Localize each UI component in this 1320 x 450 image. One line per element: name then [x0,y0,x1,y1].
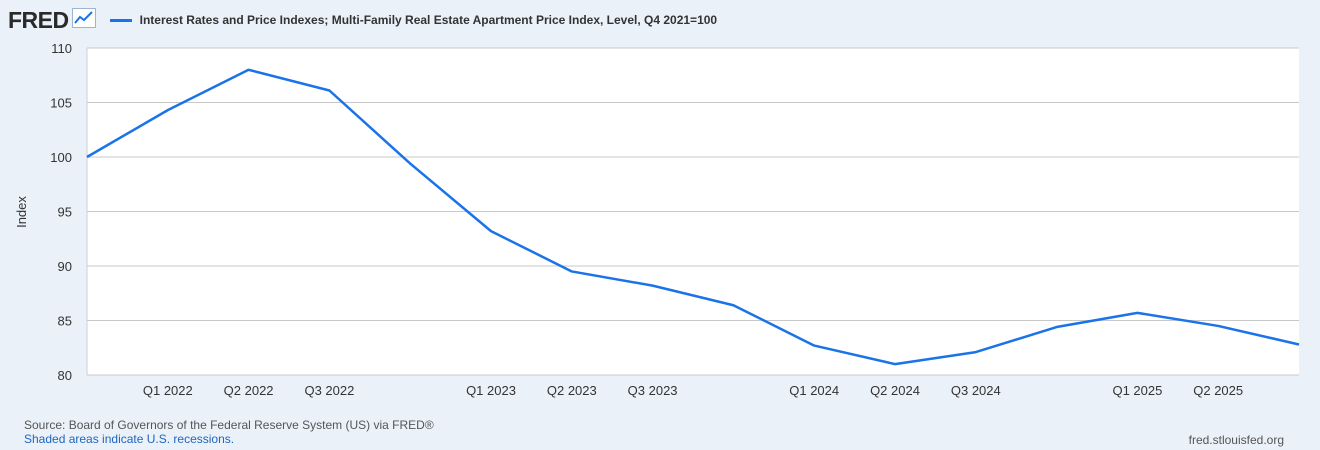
y-tick-label: 95 [58,205,72,220]
data-point[interactable]: Q1 2022: 104.3 [165,107,171,113]
x-tick-label: Q2 2024 [870,383,920,398]
data-point[interactable]: Q1 2023: 93.2 [488,228,494,234]
legend-swatch [109,18,132,22]
x-tick-label: Q1 2025 [1112,383,1162,398]
x-tick-label: Q3 2024 [951,383,1001,398]
x-tick-label: Q1 2024 [789,383,839,398]
site-url[interactable]: fred.stlouisfed.org [1188,433,1284,447]
legend-label[interactable]: Interest Rates and Price Indexes; Multi-… [139,13,718,27]
chart-header: FRED Interest Rates and Price Indexes; M… [8,6,717,34]
data-point[interactable]: Q4 2021: 100 [84,154,90,160]
x-tick-label: Q2 2022 [224,383,274,398]
data-point[interactable]: Q4 2023: 86.4 [730,302,736,308]
fred-logo[interactable]: FRED [8,6,69,33]
y-tick-label: 100 [50,150,72,165]
recessions-note[interactable]: Shaded areas indicate U.S. recessions. [24,432,235,446]
x-tick-label: Q1 2022 [143,383,193,398]
data-point[interactable]: Q2 2023: 89.5 [569,268,575,274]
y-tick-label: 105 [50,96,72,111]
data-point[interactable]: Q4 2022: 99.4 [407,161,413,167]
y-axis-label: Index [14,196,29,228]
y-tick-label: 85 [58,314,72,329]
x-tick-label: Q2 2023 [547,383,597,398]
data-point[interactable]: Q3 2022: 106.1 [326,88,332,94]
data-point[interactable]: Q2 2022: 108 [246,67,252,73]
x-tick-label: Q3 2023 [628,383,678,398]
footer-notes: Source: Board of Governors of the Federa… [24,418,434,446]
y-tick-label: 110 [51,41,72,56]
data-point[interactable]: Q1 2024: 82.7 [811,343,817,349]
data-point[interactable]: Q2 2024: 81 [892,361,898,367]
data-point[interactable]: Q3 2023: 88.2 [650,283,656,289]
data-point[interactable]: Q3 2025: 82.8 [1296,341,1302,347]
data-point[interactable]: Q1 2025: 85.7 [1134,310,1140,316]
x-tick-label: Q2 2025 [1193,383,1243,398]
series-line[interactable] [86,68,1300,366]
line-chart-icon [71,7,96,33]
source-note: Source: Board of Governors of the Federa… [24,418,434,432]
data-point[interactable]: Q3 2024: 82.1 [973,349,979,355]
y-tick-label: 80 [58,368,72,383]
x-tick-label: Q1 2023 [466,383,516,398]
data-point[interactable]: Q4 2024: 84.4 [1054,324,1060,330]
y-tick-label: 90 [58,259,72,274]
line-chart: 80 85 90 95 100 105 110 Q1 2022 Q2 2022 Q3 2022 Q… [14,41,1302,398]
x-tick-label: Q3 2022 [304,383,354,398]
data-point[interactable]: Q2 2025: 84.5 [1215,323,1221,329]
